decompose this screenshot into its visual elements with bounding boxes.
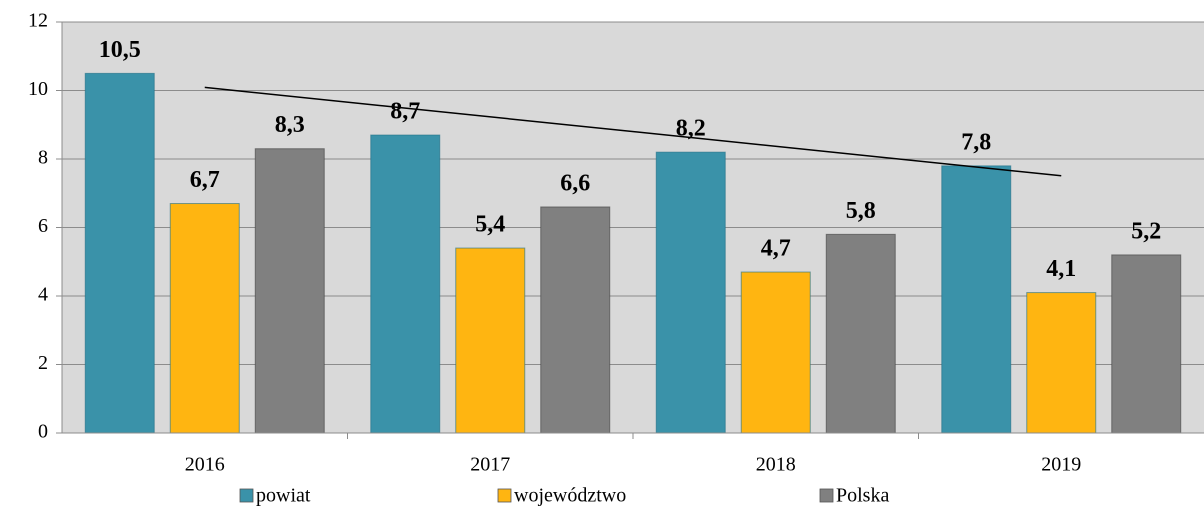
y-tick-label: 6 <box>38 215 48 237</box>
bar <box>370 134 441 434</box>
legend-swatch <box>497 488 512 503</box>
x-tick-label: 2019 <box>1041 454 1081 476</box>
y-tick-label: 4 <box>38 284 48 306</box>
value-label: 4,7 <box>761 236 791 262</box>
value-label: 8,3 <box>275 112 305 138</box>
y-tick-label: 0 <box>38 421 48 443</box>
y-tick-label: 8 <box>38 147 48 169</box>
x-tick-label: 2016 <box>185 454 225 476</box>
bar <box>254 148 325 434</box>
x-tick-label: 2017 <box>470 454 510 476</box>
y-tick-label: 12 <box>28 10 48 32</box>
value-label: 5,2 <box>1131 218 1161 244</box>
legend-label: województwo <box>514 485 626 507</box>
bar <box>169 203 240 434</box>
bar <box>825 233 896 434</box>
y-tick-label: 10 <box>28 78 48 100</box>
bar <box>1026 292 1097 434</box>
bar <box>455 247 526 434</box>
value-label: 5,4 <box>475 212 505 238</box>
bar <box>740 271 811 434</box>
value-label: 10,5 <box>99 37 141 63</box>
bar <box>655 151 726 434</box>
value-label: 8,7 <box>390 99 420 125</box>
bar <box>540 206 611 434</box>
value-label: 7,8 <box>961 129 991 155</box>
legend-swatch <box>819 488 834 503</box>
bar <box>941 165 1012 434</box>
value-label: 4,1 <box>1046 256 1076 282</box>
y-tick-label: 2 <box>38 352 48 374</box>
legend-label: powiat <box>256 485 311 507</box>
bar <box>84 72 155 434</box>
x-tick-label: 2018 <box>756 454 796 476</box>
value-label: 6,7 <box>190 167 220 193</box>
legend-swatch <box>239 488 254 503</box>
value-label: 5,8 <box>846 198 876 224</box>
legend-label: Polska <box>836 485 889 507</box>
bar <box>1111 254 1182 434</box>
value-label: 6,6 <box>560 170 590 196</box>
trendline <box>204 86 1062 177</box>
